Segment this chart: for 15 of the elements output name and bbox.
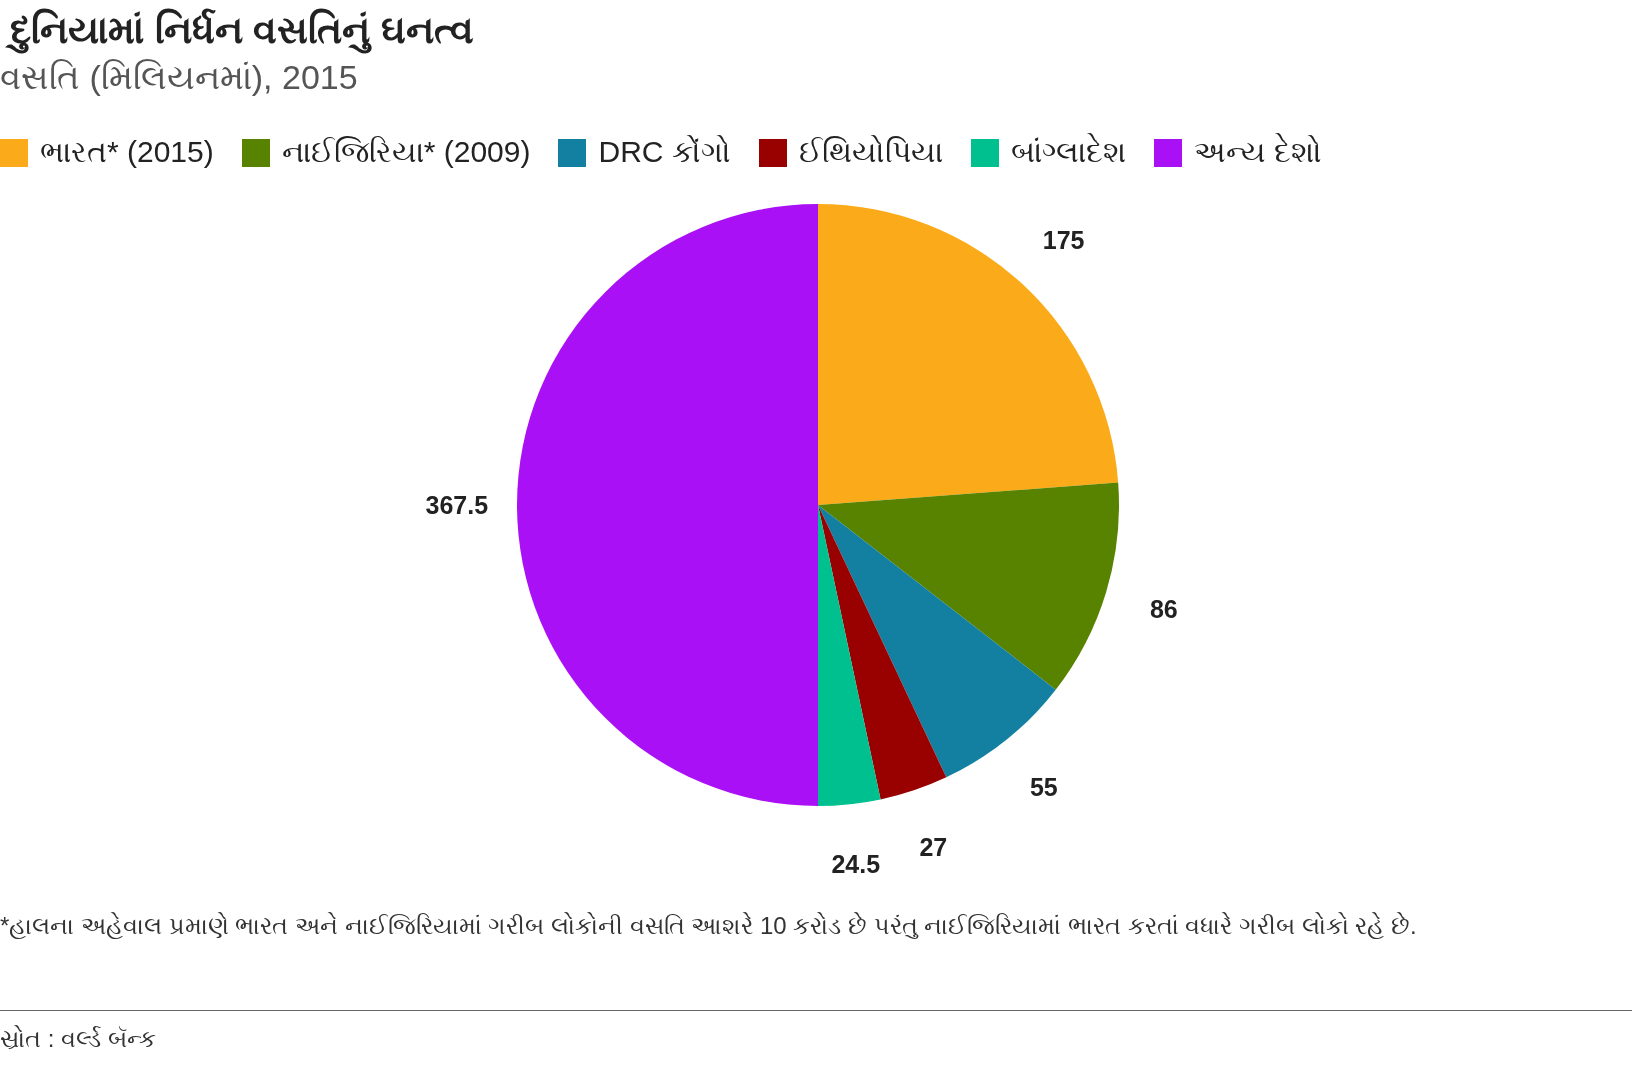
data-label: 24.5 bbox=[831, 850, 881, 879]
data-label: 86 bbox=[1149, 595, 1178, 624]
legend-label: ઈથિયોપિયા bbox=[798, 135, 943, 170]
legend-label: અન્ય દેશો bbox=[1193, 135, 1323, 170]
data-label: 27 bbox=[919, 833, 948, 862]
legend-label: બાંગ્લાદેશ bbox=[1010, 135, 1126, 170]
data-label: 367.5 bbox=[425, 491, 489, 519]
text: *હાલના અહેવાલ પ્રમાણે ભારત અને નાઈજિરિયામાં ગરીબ લોકોની વસતિ આશરે 10 કરોડ છે પરંતુ નાઈજિરિયામાં ભારત કરતાં વધારે ગરીબ લોકો રહે છે. bbox=[0, 911, 1418, 941]
text: સ્રોત : વર્લ્ડ બૅન્ક bbox=[0, 1025, 156, 1053]
data-label: 55 bbox=[1029, 772, 1058, 801]
chart-subtitle: વસતિ (મિલિયનમાં), 2015 bbox=[0, 58, 358, 98]
legend-label: DRC કોંગો bbox=[598, 135, 731, 170]
data-label: 175 bbox=[1042, 226, 1085, 255]
legend-label: નાઈજિરિયા* (2009) bbox=[281, 135, 531, 170]
legend-label: ભારત* (2015) bbox=[40, 135, 214, 170]
